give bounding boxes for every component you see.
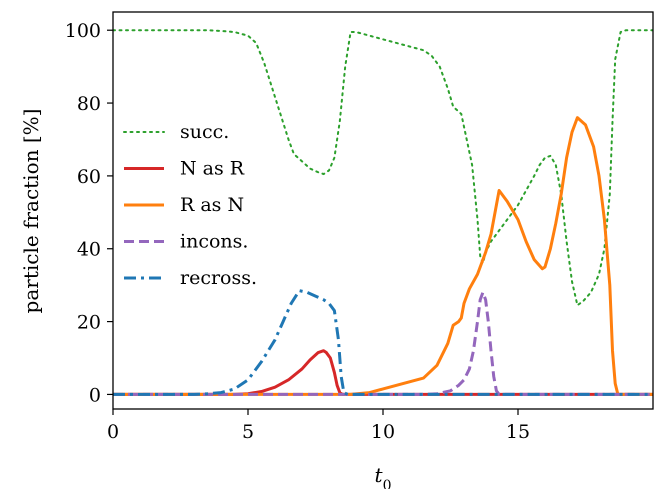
ticks-layer: 0 5 10 15 0 20 40 60 80 100	[65, 20, 530, 443]
x-tick-label: 0	[107, 421, 119, 443]
legend-label: succ.	[180, 121, 229, 143]
x-tick-label: 5	[242, 421, 254, 443]
y-tick-label: 20	[77, 312, 101, 334]
y-tick-label: 80	[77, 93, 101, 115]
y-tick-label: 40	[77, 239, 101, 261]
legend-entry: N as R	[124, 158, 245, 180]
legend-label: R as N	[180, 194, 244, 216]
legend: succ. N as R R as N incons. recross.	[123, 121, 257, 289]
legend-entry: succ.	[123, 121, 229, 143]
series-layer	[113, 29, 653, 396]
x-axis-label-subscript: 0	[383, 478, 392, 489]
y-tick-label: 0	[89, 384, 101, 406]
legend-entry: incons.	[124, 231, 248, 253]
x-axis-label-main: t	[375, 463, 384, 487]
y-axis-label: particle fraction [%]	[19, 109, 43, 314]
y-tick-label: 100	[65, 20, 101, 42]
y-tick-label: 60	[77, 166, 101, 188]
legend-label: recross.	[180, 267, 257, 289]
legend-label: incons.	[180, 231, 248, 253]
x-axis-label: t0	[375, 463, 392, 489]
series-line-incons	[113, 290, 653, 396]
series-line-succ	[113, 29, 653, 307]
x-tick-label: 10	[371, 421, 395, 443]
legend-entry: recross.	[124, 267, 257, 289]
legend-entry: R as N	[124, 194, 244, 216]
x-tick-label: 15	[506, 421, 530, 443]
legend-label: N as R	[180, 158, 245, 180]
series-line-r-as-n	[113, 116, 653, 396]
